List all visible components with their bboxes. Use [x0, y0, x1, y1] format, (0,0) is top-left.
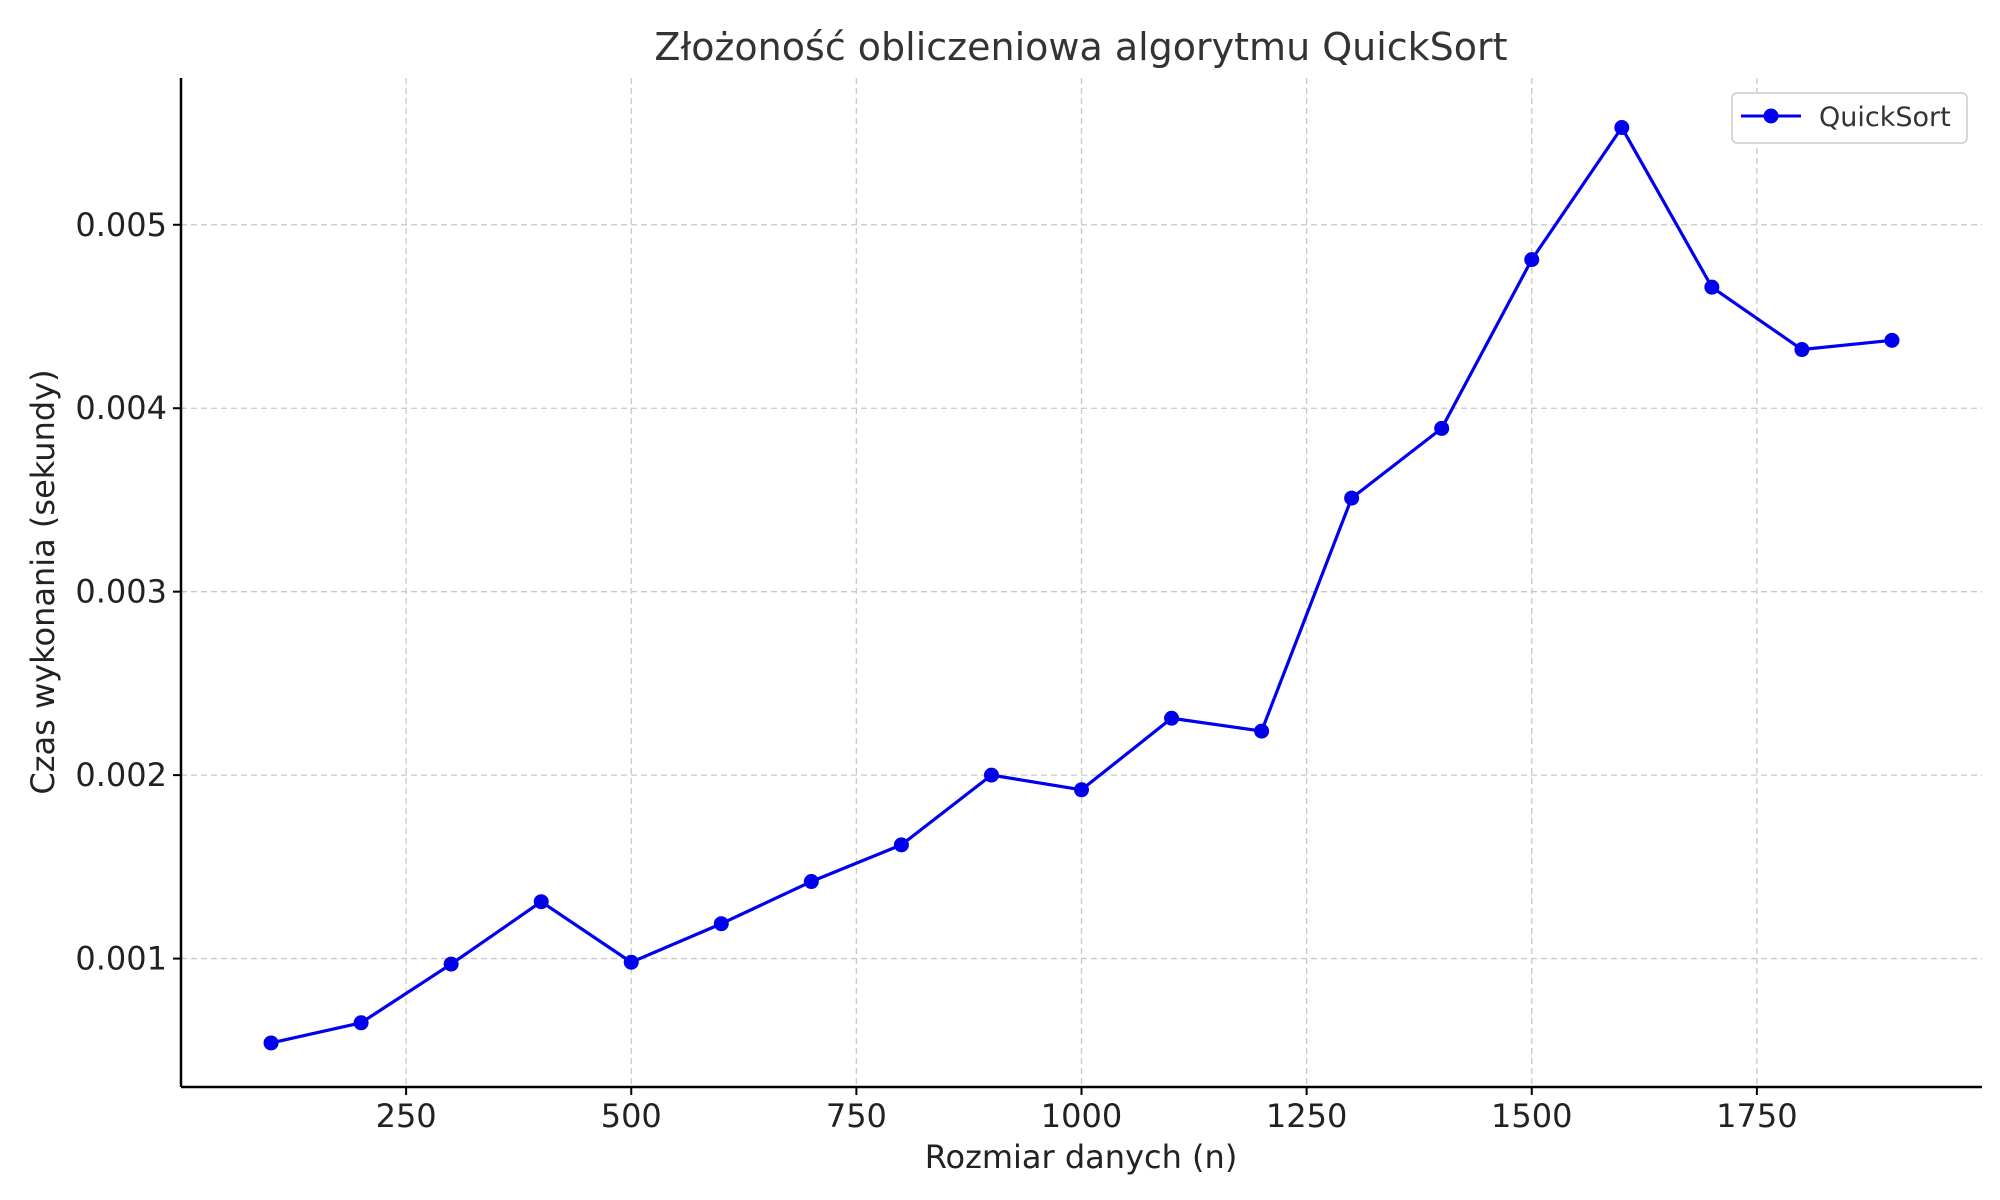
- x-tick-label: 1750: [1716, 1097, 1797, 1135]
- y-tick-label: 0.003: [75, 573, 167, 611]
- x-tick-label: 500: [601, 1097, 662, 1135]
- data-point: [713, 916, 729, 932]
- chart-title: Złożoność obliczeniowa algorytmu QuickSo…: [654, 25, 1507, 69]
- y-axis-label: Czas wykonania (sekundy): [24, 369, 62, 794]
- legend-label-quicksort: QuickSort: [1819, 102, 1951, 133]
- data-point: [983, 767, 999, 783]
- x-axis-label: Rozmiar danych (n): [925, 1138, 1238, 1176]
- y-tick-label: 0.004: [75, 389, 167, 427]
- y-tick-label: 0.001: [75, 940, 167, 978]
- data-point: [533, 894, 549, 910]
- data-point: [1794, 342, 1810, 358]
- data-point: [1884, 332, 1900, 348]
- tick-labels: 250 500 750 1000 1250 1500 1750 0.001 0.002 0.003…: [75, 206, 1797, 1135]
- data-point: [443, 956, 459, 972]
- x-tick-label: 250: [376, 1097, 437, 1135]
- data-point: [353, 1015, 369, 1031]
- data-point: [1164, 710, 1180, 726]
- x-tick-label: 1000: [1041, 1097, 1122, 1135]
- x-tick-label: 750: [826, 1097, 887, 1135]
- data-point: [1434, 420, 1450, 436]
- legend: QuickSort: [1731, 92, 1968, 144]
- grid: [181, 78, 1982, 1087]
- y-tick-label: 0.005: [75, 206, 167, 244]
- data-point: [1074, 782, 1089, 798]
- data-point: [803, 874, 819, 890]
- data-point: [1344, 490, 1360, 506]
- data-point: [1254, 723, 1270, 739]
- legend-marker-icon: [1763, 108, 1779, 124]
- x-tick-label: 1250: [1266, 1097, 1347, 1135]
- data-point: [893, 837, 909, 853]
- series-line-quicksort: [270, 125, 1893, 1045]
- legend-box: [1731, 92, 1968, 144]
- data-point: [623, 954, 639, 970]
- x-tick-label: 1500: [1491, 1097, 1572, 1135]
- data-point: [1704, 279, 1720, 295]
- data-point: [1524, 252, 1540, 268]
- y-tick-label: 0.002: [75, 756, 167, 794]
- series-layer: [263, 120, 1900, 1051]
- data-point: [263, 1035, 279, 1051]
- data-point: [1614, 120, 1630, 136]
